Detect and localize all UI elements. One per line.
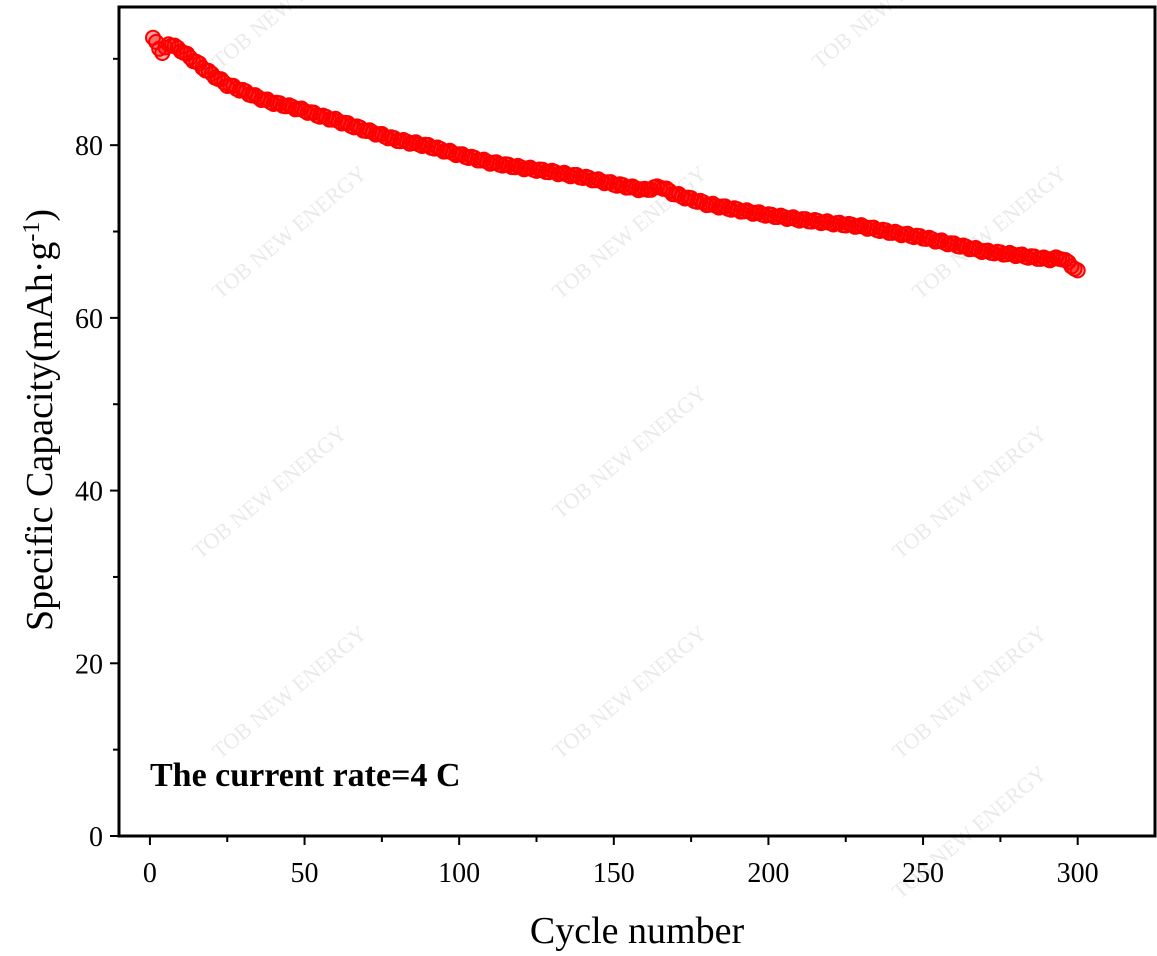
y-tick-label: 0 <box>89 822 103 853</box>
watermark-text: TOB NEW ENERGY <box>887 420 1051 564</box>
rate-annotation: The current rate=4 C <box>150 757 461 794</box>
y-tick-label: 80 <box>75 131 103 162</box>
plot-frame <box>117 5 1157 838</box>
x-tick-label: 50 <box>291 858 319 889</box>
x-tick-label: 100 <box>438 858 480 889</box>
watermark-text: TOB NEW ENERGY <box>887 620 1051 764</box>
watermark-text: TOB NEW ENERGY <box>207 620 371 764</box>
x-tick-label: 300 <box>1057 858 1099 889</box>
watermark-text: TOB NEW ENERGY <box>207 0 371 74</box>
x-tick-label: 0 <box>143 858 157 889</box>
watermark-text: TOB NEW ENERGY <box>207 160 371 304</box>
y-tick-label: 60 <box>75 304 103 335</box>
data-series-capacity <box>145 29 1086 279</box>
tick-labels: 0 50 100 150 200 250 300 0 20 40 60 80 <box>75 131 1099 889</box>
y-axis-title: Specific Capacity(mAh·g-1) <box>19 209 61 631</box>
watermark-text: TOB NEW ENERGY <box>547 620 711 764</box>
y-axis-title-main: Specific Capacity(mAh·g <box>19 242 61 631</box>
x-tick-label: 200 <box>747 858 789 889</box>
y-tick-label: 20 <box>75 649 103 680</box>
watermark-text: TOB NEW ENERGY <box>547 380 711 524</box>
x-tick-label: 250 <box>902 858 944 889</box>
watermark-text: TOB NEW ENERGY <box>807 0 971 74</box>
y-axis-title-close: ) <box>19 209 61 222</box>
x-axis-title: Cycle number <box>530 910 745 952</box>
y-axis-title-sup: -1 <box>19 222 45 242</box>
y-tick-label: 40 <box>75 477 103 508</box>
x-tick-label: 150 <box>593 858 635 889</box>
watermark-text: TOB NEW ENERGY <box>187 420 351 564</box>
data-point <box>1069 262 1086 279</box>
